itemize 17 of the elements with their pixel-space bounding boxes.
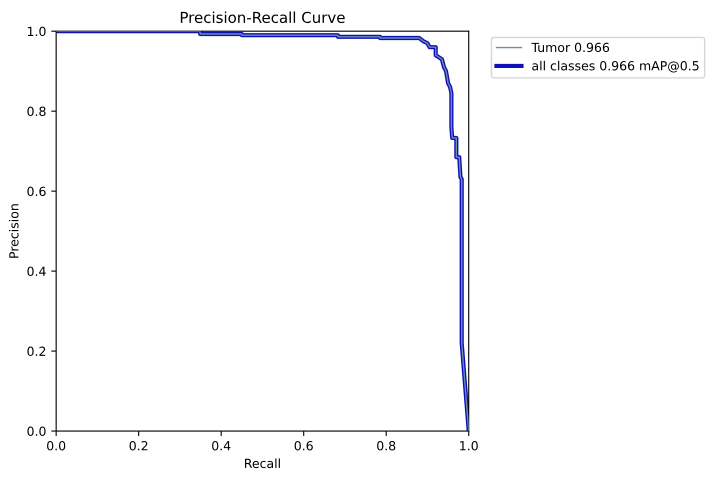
y-tick-label: 1.0 <box>28 26 46 36</box>
y-tick-label: 0.2 <box>27 346 46 356</box>
y-axis-title: Precision <box>8 204 19 258</box>
x-tick-label: 1.0 <box>460 440 478 450</box>
x-tick-label: 0.8 <box>377 440 396 450</box>
x-tick-label: 0.6 <box>294 440 313 450</box>
y-tick-label: 0.0 <box>27 426 46 436</box>
x-tick-label: 0.4 <box>212 440 230 450</box>
legend-label: all classes 0.966 mAP@0.5 <box>532 60 699 72</box>
x-tick-label: 0.0 <box>47 440 66 450</box>
chart-title: Precision-Recall Curve <box>180 11 345 24</box>
x-tick-label: 0.2 <box>130 440 148 450</box>
y-tick-label: 0.6 <box>27 186 46 196</box>
y-tick-label: 0.8 <box>27 106 46 116</box>
legend-label: Tumor 0.966 <box>531 42 610 52</box>
x-axis-title: Recall <box>245 458 280 468</box>
y-tick-label: 0.4 <box>27 266 46 276</box>
